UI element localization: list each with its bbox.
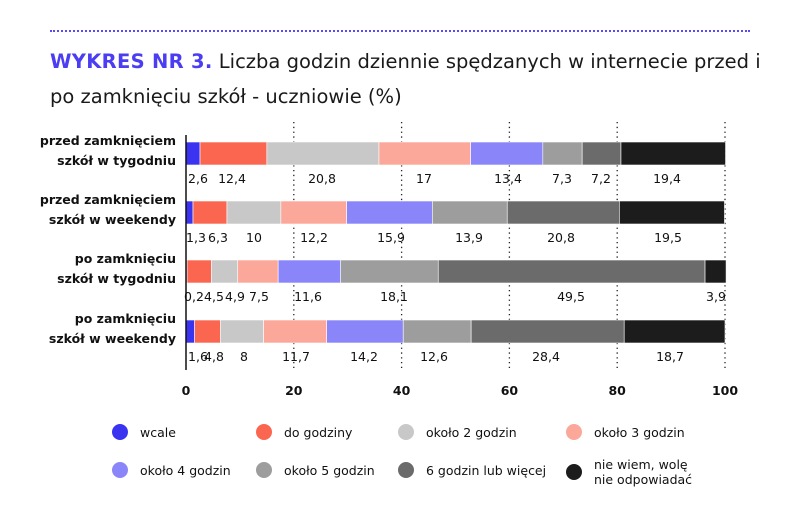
x-tick-label-40: 40 [393, 383, 411, 398]
bar-segment-r2-s7 [704, 259, 727, 284]
bar-segment-r0-s0 [185, 141, 201, 166]
value-label-r0-s6: 7,2 [591, 171, 611, 186]
chart-title: WYKRES NR 3. Liczba godzin dziennie spęd… [50, 44, 770, 114]
value-label-r3-s5: 12,6 [420, 349, 448, 364]
x-tick-label-20: 20 [285, 383, 303, 398]
value-label-r2-s7: 3,9 [706, 289, 726, 304]
bar-segment-r1-s2 [226, 200, 282, 225]
chart-title-lead: WYKRES NR 3. [50, 50, 213, 73]
bar-segment-r0-s5 [542, 141, 583, 166]
value-label-r3-s1: 4,8 [204, 349, 224, 364]
value-label-r1-s2: 10 [246, 230, 262, 245]
value-label-r3-s7: 18,7 [656, 349, 684, 364]
value-label-r0-s0: 2,6 [188, 171, 208, 186]
x-tick-label-0: 0 [182, 383, 191, 398]
bar-segment-r2-s1 [186, 259, 212, 284]
bar-segment-r2-s6 [437, 259, 706, 284]
bar-segment-r0-s1 [199, 141, 268, 166]
x-tick-label-60: 60 [501, 383, 519, 398]
value-label-r3-s6: 28,4 [532, 349, 560, 364]
value-label-r2-s4: 11,6 [294, 289, 322, 304]
value-label-r3-s3: 11,7 [282, 349, 310, 364]
value-label-r3-s4: 14,2 [350, 349, 378, 364]
bar-segment-r2-s4 [277, 259, 341, 284]
value-label-r2-s5: 18,1 [380, 289, 408, 304]
value-label-r0-s5: 7,3 [552, 171, 572, 186]
bar-segment-r1-s6 [506, 200, 620, 225]
bar-segment-r3-s6 [470, 319, 625, 344]
bar-segment-r3-s1 [194, 319, 221, 344]
value-label-r1-s4: 15,9 [377, 230, 405, 245]
value-label-r2-s3: 7,5 [249, 289, 269, 304]
bar-segment-r3-s7 [623, 319, 726, 344]
bar-segment-r2-s2 [211, 259, 239, 284]
bar-segment-r1-s5 [432, 200, 508, 225]
value-label-r2-s2: 4,9 [225, 289, 245, 304]
category-label-0: przed zamknięciem szkół w tygodniu [40, 133, 176, 168]
value-label-r2-s1: 4,5 [204, 289, 224, 304]
bar-segment-r0-s2 [266, 141, 380, 166]
value-label-r1-s5: 13,9 [455, 230, 483, 245]
value-label-r2-s0: 0,2 [184, 289, 204, 304]
bar-segment-r0-s7 [620, 141, 726, 166]
bar-segment-r2-s3 [237, 259, 279, 284]
value-label-r0-s3: 17 [416, 171, 432, 186]
x-tick-label-100: 100 [712, 383, 738, 398]
value-label-r0-s7: 19,4 [653, 171, 681, 186]
category-label-3: po zamknięciu szkół w weekendy [49, 311, 176, 346]
bar-segment-r3-s3 [263, 319, 327, 344]
title-divider [50, 30, 750, 32]
x-tick-label-80: 80 [608, 383, 626, 398]
value-label-r0-s2: 20,8 [308, 171, 336, 186]
value-label-r1-s6: 20,8 [547, 230, 575, 245]
bar-segment-r1-s3 [280, 200, 347, 225]
bar-segment-r3-s2 [220, 319, 264, 344]
bar-segment-r0-s3 [378, 141, 471, 166]
value-label-r1-s3: 12,2 [300, 230, 328, 245]
bar-segment-r0-s4 [470, 141, 544, 166]
value-label-r0-s4: 13,4 [494, 171, 522, 186]
category-label-1: przed zamknięciem szkół w weekendy [40, 192, 176, 227]
value-label-r1-s0: 1,3 [186, 230, 206, 245]
value-label-r1-s7: 19,5 [654, 230, 682, 245]
bar-segment-r3-s4 [326, 319, 404, 344]
chart-title-text: Liczba godzin dziennie spędzanych w inte… [50, 50, 761, 108]
bar-segment-r1-s1 [192, 200, 228, 225]
bar-segment-r1-s0 [185, 200, 194, 225]
bar-segment-r0-s6 [581, 141, 622, 166]
value-label-r3-s0: 1,6 [188, 349, 208, 364]
value-label-r1-s1: 6,3 [208, 230, 228, 245]
value-label-r2-s6: 49,5 [557, 289, 585, 304]
value-label-r0-s1: 12,4 [218, 171, 246, 186]
bar-segment-r2-s5 [340, 259, 439, 284]
bar-segment-r3-s5 [402, 319, 472, 344]
category-label-2: po zamknięciu szkół w tygodniu [57, 251, 176, 286]
value-label-r3-s2: 8 [240, 349, 248, 364]
bar-segment-r1-s4 [346, 200, 433, 225]
bar-segment-r1-s7 [619, 200, 725, 225]
bar-segment-r3-s0 [185, 319, 195, 344]
